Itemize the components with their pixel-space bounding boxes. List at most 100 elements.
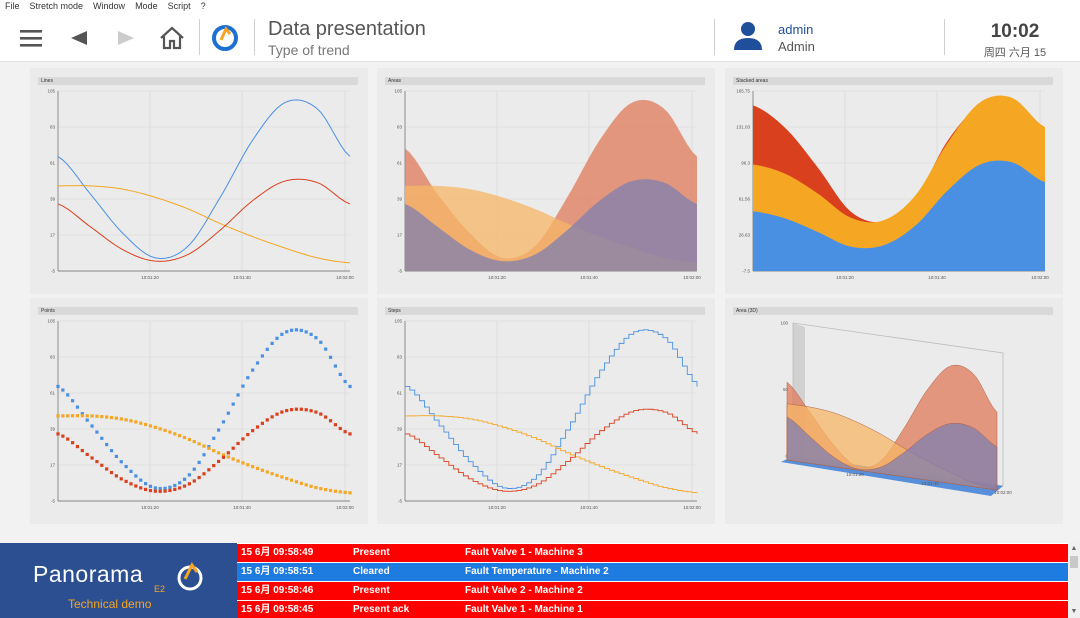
point-0 bbox=[90, 424, 94, 428]
y-tick-label: 39 bbox=[50, 197, 56, 202]
line-series-1 bbox=[57, 185, 351, 264]
y-tick-label: 17 bbox=[397, 463, 403, 468]
back-arrow-icon[interactable] bbox=[66, 23, 92, 53]
point-0 bbox=[134, 474, 138, 478]
scroll-down-icon[interactable]: ▼ bbox=[1070, 608, 1078, 615]
alarm-area: Panorama E2 Technical demo 15 6月 09:58:4… bbox=[0, 543, 1080, 618]
point-2 bbox=[212, 464, 216, 468]
point-0 bbox=[182, 477, 187, 481]
menu-mode[interactable]: Mode bbox=[135, 1, 158, 11]
point-2 bbox=[187, 482, 191, 486]
y-tick-label: 105 bbox=[47, 89, 55, 94]
menu-window[interactable]: Window bbox=[93, 1, 126, 11]
alarm-row[interactable]: 15 6月 09:58:51 Cleared Fault Temperature… bbox=[237, 563, 1068, 581]
point-0 bbox=[324, 347, 328, 351]
page-title: Data presentation bbox=[268, 18, 426, 40]
y-tick-label: 131.03 bbox=[736, 125, 750, 130]
point-2 bbox=[75, 444, 80, 449]
toolbar-separator bbox=[944, 19, 945, 55]
menu-script[interactable]: Script bbox=[167, 1, 191, 11]
scroll-thumb[interactable] bbox=[1070, 556, 1078, 568]
point-1 bbox=[251, 465, 255, 469]
alarm-scrollbar[interactable]: ▲ ▼ bbox=[1068, 543, 1080, 618]
point-2 bbox=[338, 426, 342, 431]
point-2 bbox=[217, 459, 221, 464]
user-name[interactable]: admin bbox=[778, 22, 814, 37]
point-2 bbox=[178, 486, 182, 490]
point-1 bbox=[290, 478, 294, 482]
forward-arrow-icon[interactable] bbox=[113, 23, 139, 53]
point-1 bbox=[299, 481, 303, 486]
point-0 bbox=[197, 460, 201, 464]
point-1 bbox=[217, 451, 221, 455]
stacked-area-series-2 bbox=[753, 160, 1045, 271]
x-tick-label: 10:01:40 bbox=[928, 275, 946, 280]
menu-bar: File Stretch mode Window Mode Script ? bbox=[0, 0, 1080, 13]
point-2 bbox=[324, 415, 328, 419]
point-2 bbox=[348, 432, 352, 436]
point-1 bbox=[231, 457, 235, 461]
point-2 bbox=[153, 489, 157, 493]
menu-icon[interactable] bbox=[18, 23, 44, 53]
toolbar-separator bbox=[254, 19, 255, 55]
point-2 bbox=[299, 407, 303, 411]
alarm-message: Fault Valve 1 - Machine 1 bbox=[465, 604, 583, 615]
point-1 bbox=[255, 466, 260, 471]
point-0 bbox=[260, 354, 264, 358]
point-2 bbox=[270, 415, 274, 419]
point-1 bbox=[285, 477, 289, 481]
point-2 bbox=[285, 408, 289, 413]
alarm-row[interactable]: 15 6月 09:58:46 Present Fault Valve 2 - M… bbox=[237, 582, 1068, 600]
point-2 bbox=[251, 429, 255, 433]
point-2 bbox=[144, 487, 148, 492]
point-2 bbox=[265, 418, 269, 422]
chart-title: Lines bbox=[38, 77, 358, 85]
point-1 bbox=[197, 442, 201, 446]
x-tick-label: 10:02:00 bbox=[683, 275, 701, 280]
y-tick-label: 61 bbox=[397, 391, 403, 396]
y-tick-label: 39 bbox=[397, 197, 403, 202]
point-2 bbox=[231, 446, 235, 450]
y-tick-label: 105 bbox=[394, 319, 402, 324]
home-icon[interactable] bbox=[157, 23, 187, 53]
point-0 bbox=[241, 384, 245, 388]
point-1 bbox=[309, 484, 313, 488]
y-tick-label: -7.5 bbox=[742, 269, 750, 274]
point-1 bbox=[109, 415, 114, 420]
point-0 bbox=[231, 402, 235, 406]
point-2 bbox=[80, 448, 84, 453]
point-0 bbox=[173, 483, 177, 488]
point-1 bbox=[71, 414, 75, 418]
menu-help[interactable]: ? bbox=[200, 1, 206, 11]
point-0 bbox=[158, 486, 162, 491]
point-2 bbox=[255, 425, 260, 429]
point-1 bbox=[182, 435, 187, 440]
point-1 bbox=[85, 414, 89, 418]
alarm-state: Present bbox=[353, 547, 390, 558]
point-2 bbox=[129, 482, 133, 486]
menu-file[interactable]: File bbox=[5, 1, 20, 11]
y-tick-label: 61.56 bbox=[739, 197, 751, 202]
point-0 bbox=[343, 379, 347, 384]
x-tick-label: 10:01:40 bbox=[233, 275, 251, 280]
alarm-row[interactable]: 15 6月 09:58:49 Present Fault Valve 1 - M… bbox=[237, 544, 1068, 562]
point-0 bbox=[314, 336, 318, 340]
alarm-row[interactable]: 15 6月 09:58:45 Present ack Fault Valve 1… bbox=[237, 601, 1068, 618]
user-icon[interactable] bbox=[730, 20, 766, 50]
x-tick-label: 10:01:20 bbox=[836, 275, 854, 280]
point-1 bbox=[66, 414, 70, 418]
x-tick-label: 10:01:20 bbox=[141, 505, 159, 510]
point-0 bbox=[71, 399, 75, 403]
point-0 bbox=[163, 486, 167, 490]
point-0 bbox=[202, 453, 206, 457]
y-tick-label: -5 bbox=[51, 269, 55, 274]
point-0 bbox=[105, 442, 109, 447]
menu-stretch-mode[interactable]: Stretch mode bbox=[29, 1, 84, 11]
alarm-message: Fault Valve 2 - Machine 2 bbox=[465, 585, 583, 596]
scroll-up-icon[interactable]: ▲ bbox=[1070, 545, 1078, 552]
chart-title: Areas bbox=[385, 77, 705, 85]
x-tick-label: 10:01:20 bbox=[141, 275, 159, 280]
point-2 bbox=[61, 434, 65, 438]
point-0 bbox=[100, 436, 104, 440]
